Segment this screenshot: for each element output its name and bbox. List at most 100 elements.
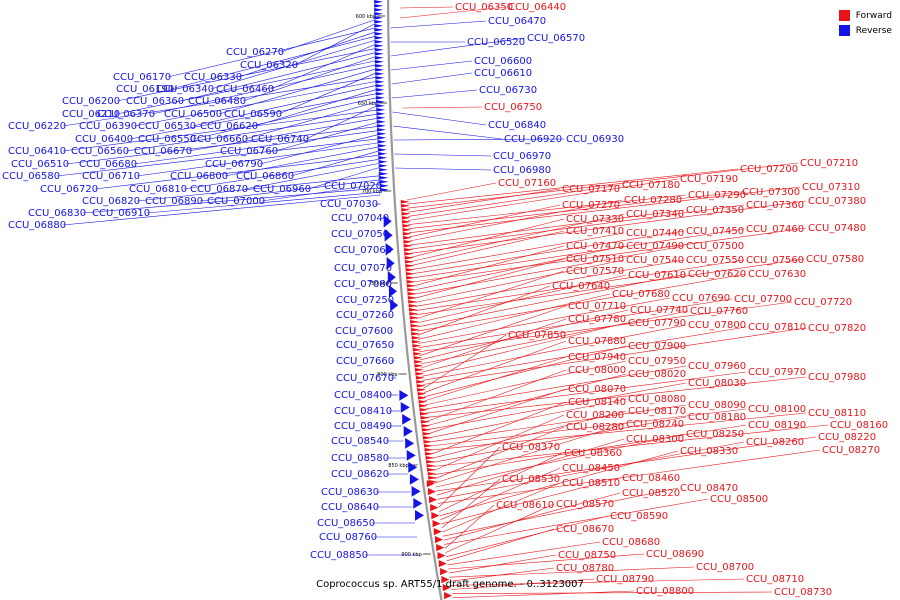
reverse-gene-label[interactable]: CCU_07650 [336, 340, 394, 351]
reverse-gene-label[interactable]: CCU_07670 [336, 373, 394, 384]
reverse-gene-label[interactable]: CCU_06360 [126, 96, 184, 107]
reverse-gene-label[interactable]: CCU_08400 [334, 390, 392, 401]
forward-gene-label[interactable]: CCU_08360 [564, 448, 622, 459]
reverse-gene-label[interactable]: CCU_06190 [116, 84, 174, 95]
forward-gene-label[interactable]: CCU_08520 [622, 488, 680, 499]
reverse-gene-label[interactable]: CCU_07040 [331, 213, 389, 224]
forward-gene-label[interactable]: CCU_07190 [680, 174, 738, 185]
forward-gene-label[interactable]: CCU_07270 [562, 200, 620, 211]
reverse-gene-label[interactable]: CCU_08630 [321, 487, 379, 498]
reverse-gene-label[interactable]: CCU_06960 [253, 184, 311, 195]
forward-gene-label[interactable]: CCU_07460 [746, 224, 804, 235]
forward-gene-label[interactable]: CCU_08530 [502, 474, 560, 485]
forward-gene-label[interactable]: CCU_07620 [688, 269, 746, 280]
forward-gene-label[interactable]: CCU_07440 [626, 228, 684, 239]
forward-gene-label[interactable]: CCU_08100 [748, 404, 806, 415]
forward-gene-label[interactable]: CCU_08280 [566, 422, 624, 433]
forward-gene-label[interactable]: CCU_08570 [556, 499, 614, 510]
forward-gene-label[interactable]: CCU_07210 [800, 158, 858, 169]
forward-gene-label[interactable]: CCU_08750 [558, 550, 616, 561]
reverse-gene-label[interactable]: CCU_06580 [2, 171, 60, 182]
reverse-gene-label[interactable]: CCU_06710 [82, 171, 140, 182]
forward-gene-label[interactable]: CCU_07720 [794, 297, 852, 308]
forward-gene-label[interactable]: CCU_08330 [680, 446, 738, 457]
reverse-gene-label[interactable]: CCU_06830 [28, 208, 86, 219]
reverse-gene-label[interactable]: CCU_07020 [324, 181, 382, 192]
reverse-gene-label[interactable]: CCU_06510 [11, 159, 69, 170]
forward-gene-label[interactable]: CCU_07490 [626, 241, 684, 252]
reverse-gene-label[interactable]: CCU_07050 [331, 229, 389, 240]
reverse-gene-label[interactable]: CCU_06340 [156, 84, 214, 95]
forward-gene-label[interactable]: CCU_07450 [686, 226, 744, 237]
forward-gene-label[interactable]: CCU_08030 [688, 378, 746, 389]
forward-gene-label[interactable]: CCU_08180 [688, 412, 746, 423]
reverse-gene-label[interactable]: CCU_06720 [40, 184, 98, 195]
reverse-gene-label[interactable]: CCU_06500 [164, 109, 222, 120]
forward-gene-label[interactable]: CCU_07480 [808, 223, 866, 234]
reverse-gene-label[interactable]: CCU_06200 [62, 96, 120, 107]
reverse-gene-label[interactable]: CCU_06920 [504, 134, 562, 145]
forward-gene-label[interactable]: CCU_08020 [628, 369, 686, 380]
reverse-gene-label[interactable]: CCU_06590 [224, 109, 282, 120]
reverse-gene-label[interactable]: CCU_06660 [190, 134, 248, 145]
forward-gene-label[interactable]: CCU_08110 [808, 408, 866, 419]
forward-gene-label[interactable]: CCU_07160 [498, 178, 556, 189]
reverse-gene-label[interactable]: CCU_06670 [134, 146, 192, 157]
forward-gene-label[interactable]: CCU_07180 [622, 180, 680, 191]
reverse-gene-label[interactable]: CCU_06220 [8, 121, 66, 132]
forward-gene-label[interactable]: CCU_07560 [746, 255, 804, 266]
reverse-gene-label[interactable]: CCU_08640 [321, 502, 379, 513]
forward-gene-label[interactable]: CCU_08470 [680, 483, 738, 494]
forward-gene-label[interactable]: CCU_07960 [688, 361, 746, 372]
forward-gene-label[interactable]: CCU_08250 [686, 429, 744, 440]
forward-gene-label[interactable]: CCU_07350 [686, 205, 744, 216]
forward-gene-label[interactable]: CCU_07360 [746, 200, 804, 211]
reverse-gene-label[interactable]: CCU_06470 [488, 16, 546, 27]
forward-gene-label[interactable]: CCU_07540 [626, 255, 684, 266]
forward-gene-label[interactable]: CCU_08370 [502, 442, 560, 453]
forward-gene-label[interactable]: CCU_07580 [806, 254, 864, 265]
reverse-gene-label[interactable]: CCU_08760 [319, 532, 377, 543]
reverse-gene-label[interactable]: CCU_06460 [216, 84, 274, 95]
forward-gene-label[interactable]: CCU_06440 [508, 2, 566, 13]
reverse-gene-label[interactable]: CCU_06330 [184, 72, 242, 83]
reverse-gene-label[interactable]: CCU_06760 [220, 146, 278, 157]
forward-gene-label[interactable]: CCU_07510 [566, 254, 624, 265]
forward-gene-label[interactable]: CCU_07640 [552, 281, 610, 292]
reverse-gene-label[interactable]: CCU_06520 [467, 37, 525, 48]
forward-gene-label[interactable]: CCU_06750 [484, 102, 542, 113]
forward-gene-label[interactable]: CCU_08450 [562, 463, 620, 474]
reverse-gene-label[interactable]: CCU_06400 [75, 134, 133, 145]
reverse-gene-label[interactable]: CCU_06410 [8, 146, 66, 157]
forward-gene-label[interactable]: CCU_07940 [568, 352, 626, 363]
reverse-gene-label[interactable]: CCU_06910 [92, 208, 150, 219]
reverse-gene-label[interactable]: CCU_07600 [335, 326, 393, 337]
forward-gene-label[interactable]: CCU_08090 [688, 400, 746, 411]
reverse-gene-label[interactable]: CCU_07080 [334, 279, 392, 290]
reverse-gene-label[interactable]: CCU_06570 [527, 33, 585, 44]
reverse-gene-label[interactable]: CCU_08580 [331, 453, 389, 464]
reverse-gene-label[interactable]: CCU_06820 [82, 196, 140, 207]
forward-gene-label[interactable]: CCU_07470 [566, 241, 624, 252]
forward-gene-label[interactable]: CCU_08510 [562, 478, 620, 489]
forward-gene-label[interactable]: CCU_08140 [568, 397, 626, 408]
reverse-gene-label[interactable]: CCU_07660 [336, 356, 394, 367]
reverse-gene-label[interactable]: CCU_07260 [336, 310, 394, 321]
forward-gene-label[interactable]: CCU_07980 [808, 372, 866, 383]
forward-gene-label[interactable]: CCU_07550 [686, 255, 744, 266]
forward-gene-label[interactable]: CCU_07880 [568, 336, 626, 347]
forward-gene-label[interactable]: CCU_08300 [626, 434, 684, 445]
forward-gene-label[interactable]: CCU_08730 [774, 587, 832, 598]
reverse-gene-label[interactable]: CCU_06880 [8, 220, 66, 231]
reverse-gene-label[interactable]: CCU_06680 [79, 159, 137, 170]
forward-gene-label[interactable]: CCU_07760 [690, 306, 748, 317]
forward-gene-label[interactable]: CCU_07200 [740, 164, 798, 175]
forward-gene-label[interactable]: CCU_07300 [742, 187, 800, 198]
forward-gene-label[interactable]: CCU_08690 [646, 549, 704, 560]
forward-gene-label[interactable]: CCU_08270 [822, 445, 880, 456]
reverse-gene-label[interactable]: CCU_06740 [251, 134, 309, 145]
reverse-gene-label[interactable]: CCU_06600 [474, 56, 532, 67]
forward-gene-label[interactable]: CCU_07700 [734, 294, 792, 305]
reverse-gene-label[interactable]: CCU_06320 [240, 60, 298, 71]
forward-gene-label[interactable]: CCU_07410 [566, 226, 624, 237]
